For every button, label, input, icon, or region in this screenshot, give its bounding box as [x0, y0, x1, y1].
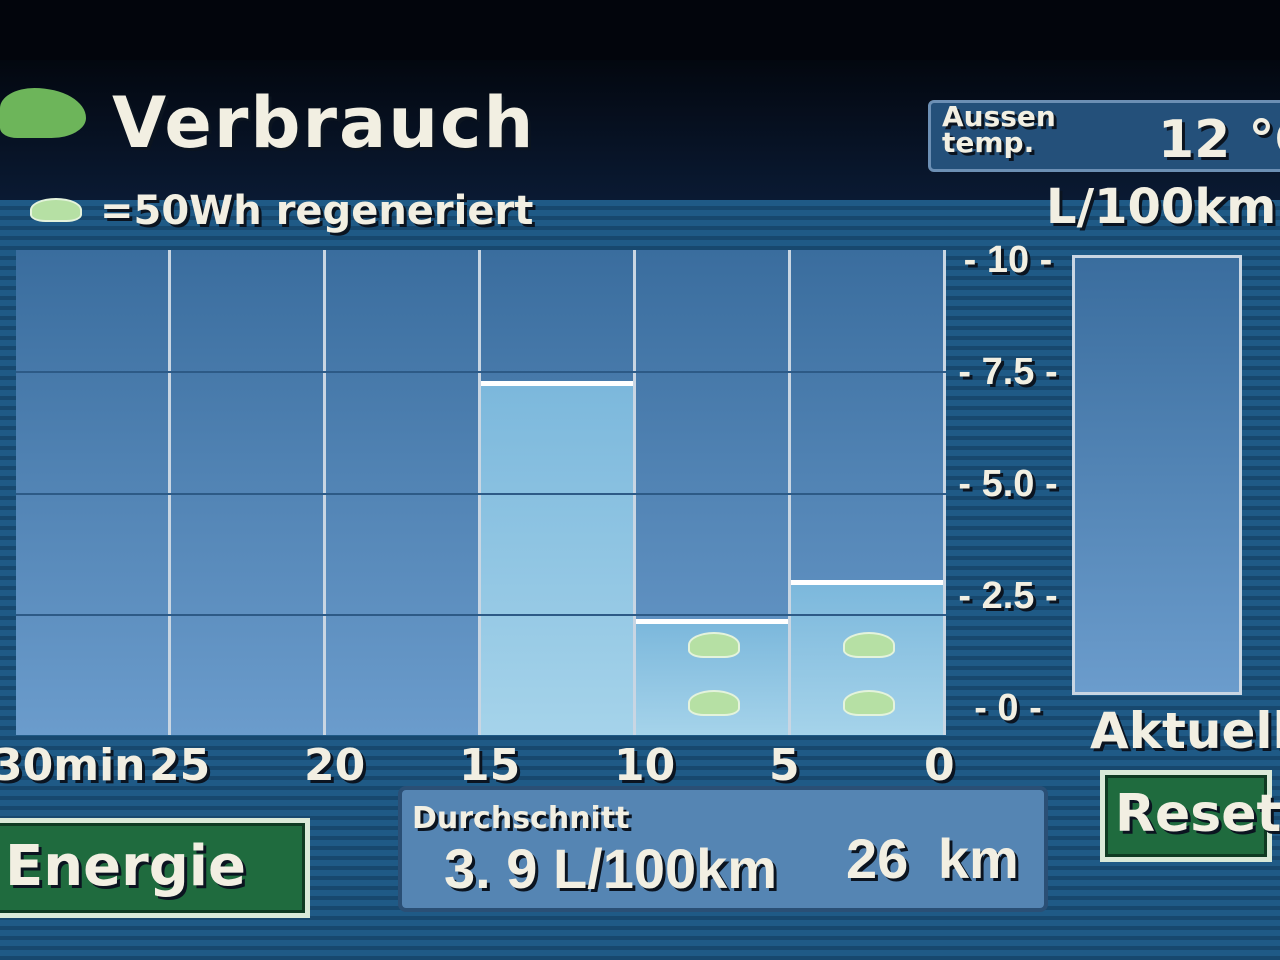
x-tick-label: 15	[459, 740, 521, 791]
current-label: Aktuell	[1090, 702, 1280, 760]
energie-button[interactable]: Energie	[0, 818, 310, 918]
regen-icon	[687, 690, 740, 716]
x-tick-label: 0	[924, 740, 955, 791]
regen-legend-text: =50Wh regeneriert	[100, 188, 534, 234]
gridline	[16, 613, 946, 616]
y-tick-label: - 7.5 -	[958, 351, 1058, 393]
current-consumption-bar	[1072, 255, 1242, 695]
regen-icon	[842, 632, 895, 658]
leaf-car-icon	[0, 88, 86, 138]
y-tick-label: - 10 -	[963, 239, 1053, 281]
consumption-chart	[16, 250, 946, 735]
y-tick-label: - 0 -	[974, 687, 1042, 729]
page-title: Verbrauch	[112, 82, 536, 164]
outside-temp-value: 12 °C	[1158, 110, 1280, 170]
outside-temp-box	[928, 100, 1280, 172]
x-tick-label: 25	[149, 740, 211, 791]
bar-15-10	[481, 380, 633, 735]
x-tick-label: 30min	[0, 740, 146, 791]
regen-icon	[842, 690, 895, 716]
y-axis-unit: L/100km	[1046, 179, 1277, 235]
x-tick-label: 5	[769, 740, 800, 791]
average-consumption: 3. 9 L/100km	[444, 837, 778, 900]
x-tick-label: 20	[304, 740, 366, 791]
y-tick-label: - 5.0 -	[958, 463, 1058, 505]
regen-icon	[687, 632, 740, 658]
regen-legend-icon	[30, 198, 82, 222]
y-tick-label: - 2.5 -	[958, 575, 1058, 617]
x-tick-label: 10	[614, 740, 676, 791]
outside-temp-label: Aussen temp.	[942, 100, 1056, 159]
average-label: Durchschnitt	[412, 801, 630, 836]
gridline	[16, 492, 946, 495]
reset-button[interactable]: Reset	[1100, 770, 1280, 862]
average-box	[398, 786, 1048, 912]
distance: 26 km	[846, 827, 1019, 890]
gridline	[16, 371, 946, 374]
